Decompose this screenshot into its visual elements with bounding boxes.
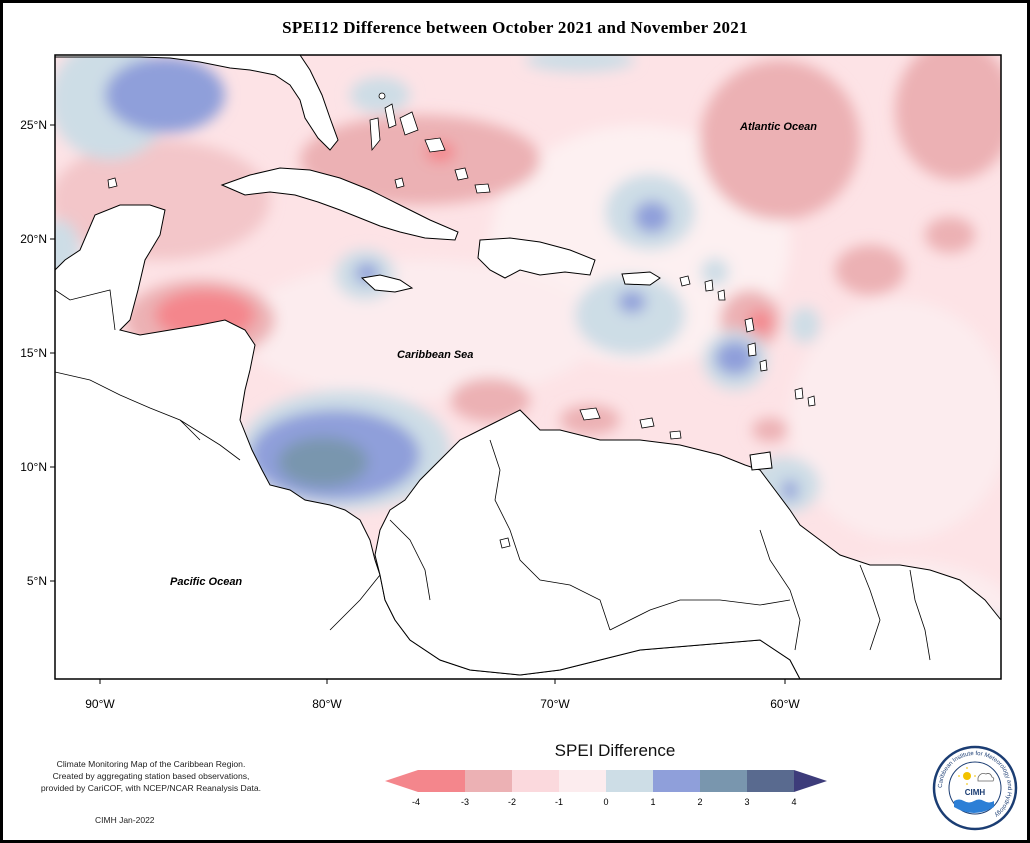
- legend-tick: -3: [461, 797, 469, 807]
- map-title: SPEI12 Difference between October 2021 a…: [282, 18, 748, 37]
- legend-swatch: [465, 770, 512, 792]
- legend-tick: 2: [697, 797, 702, 807]
- legend-tick: 4: [791, 797, 796, 807]
- color-legend: -4 -3 -2 -1 0 1 2 3 4: [385, 770, 827, 807]
- cimh-logo: Caribbean Institute for Meteorology and …: [932, 745, 1018, 831]
- lon-tick: 90°W: [85, 697, 115, 711]
- lat-tick: 15°N: [20, 346, 47, 360]
- lat-tick: 25°N: [20, 118, 47, 132]
- legend-swatch: [559, 770, 606, 792]
- map-credits: Climate Monitoring Map of the Caribbean …: [26, 758, 276, 794]
- legend-swatch: [747, 770, 794, 792]
- legend-tick: 1: [650, 797, 655, 807]
- spei-field: [55, 55, 1001, 679]
- legend-swatch: [512, 770, 559, 792]
- legend-arrow-low: [385, 770, 418, 792]
- pacific-ocean-label: Pacific Ocean: [170, 576, 242, 588]
- lon-tick: 80°W: [312, 697, 342, 711]
- legend-arrow-high: [794, 770, 827, 792]
- caribbean-sea-label: Caribbean Sea: [397, 349, 473, 361]
- legend-swatch: [606, 770, 653, 792]
- legend-swatch: [653, 770, 700, 792]
- lon-tick: 70°W: [540, 697, 570, 711]
- plot-border: [54, 54, 1002, 680]
- water-icon: [954, 799, 994, 813]
- lat-tick: 10°N: [20, 460, 47, 474]
- atlantic-ocean-label: Atlantic Ocean: [739, 121, 817, 133]
- legend-tick: 0: [603, 797, 608, 807]
- legend-tick: -1: [555, 797, 563, 807]
- lon-tick: 60°W: [770, 697, 800, 711]
- longitude-axis: 90°W 80°W 70°W 60°W: [85, 679, 800, 711]
- lat-tick: 5°N: [27, 574, 47, 588]
- legend-tick: -4: [412, 797, 420, 807]
- sun-icon: [963, 772, 971, 780]
- latitude-axis: 25°N 20°N 15°N 10°N 5°N: [20, 118, 55, 588]
- legend-swatch: [700, 770, 747, 792]
- credits-date: CIMH Jan-2022: [95, 815, 155, 825]
- legend-tick: -2: [508, 797, 516, 807]
- legend-title: SPEI Difference: [554, 741, 676, 760]
- credits-line: provided by CariCOF, with NCEP/NCAR Rean…: [40, 783, 262, 793]
- cloud-icon: [977, 773, 995, 782]
- credits-line: Created by aggregating station based obs…: [52, 771, 250, 781]
- credits-line: Climate Monitoring Map of the Caribbean …: [56, 759, 246, 769]
- lat-tick: 20°N: [20, 232, 47, 246]
- legend-swatch: [418, 770, 465, 792]
- legend-tick: 3: [744, 797, 749, 807]
- logo-abbr: CIMH: [965, 788, 986, 797]
